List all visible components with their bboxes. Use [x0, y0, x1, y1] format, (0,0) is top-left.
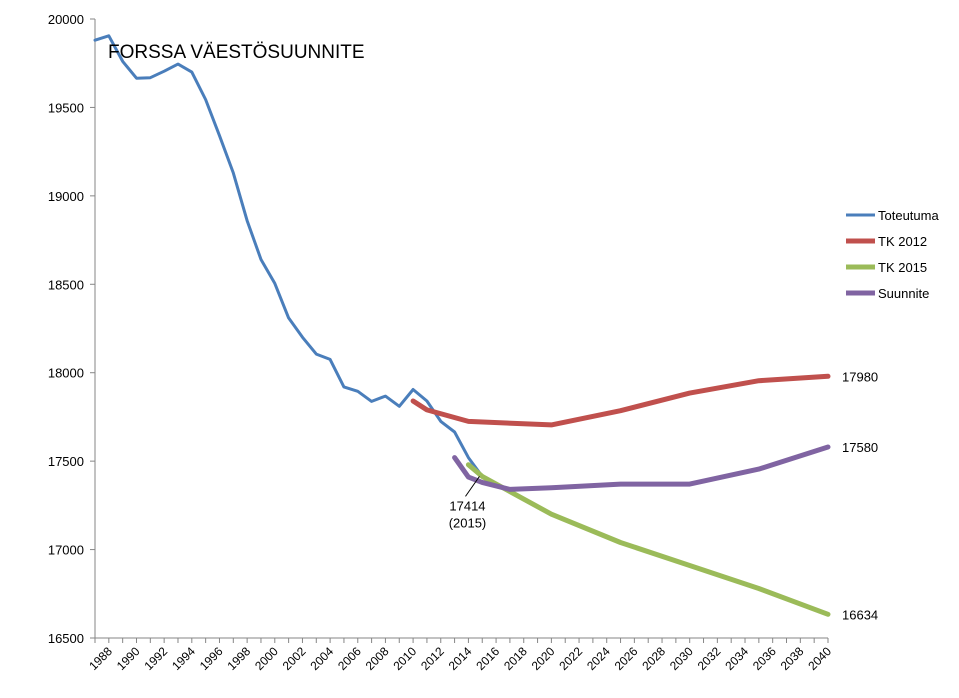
y-tick-label: 20000 [48, 12, 84, 27]
x-tick-label: 2000 [252, 644, 281, 673]
x-tick-label: 2032 [695, 644, 724, 673]
x-tick-label: 2022 [556, 644, 585, 673]
y-tick-label: 17500 [48, 454, 84, 469]
y-tick-label: 18000 [48, 366, 84, 381]
x-tick-label: 2024 [584, 644, 613, 673]
y-tick-label: 17000 [48, 543, 84, 558]
x-tick-label: 2026 [612, 644, 641, 673]
x-tick-label: 2006 [335, 644, 364, 673]
end-value-label: 17580 [842, 440, 878, 455]
legend-label: TK 2015 [878, 260, 927, 275]
annotation-leader-line [465, 476, 480, 497]
x-tick-label: 2038 [778, 644, 807, 673]
series-line-suunnite [452, 444, 831, 492]
series-line-tk-2012 [410, 373, 831, 428]
x-tick-label: 1994 [169, 644, 198, 673]
end-labels: 17980 17580 16634 [842, 369, 878, 622]
x-tick-label: 2016 [473, 644, 502, 673]
chart-axes [94, 19, 828, 639]
x-tick-label: 2030 [667, 644, 696, 673]
end-value-label: 16634 [842, 607, 878, 622]
x-tick-label: 1990 [114, 644, 143, 673]
legend-label: Suunnite [878, 286, 929, 301]
series-line-tk-2015 [465, 462, 831, 617]
series-line-toteutuma [93, 34, 484, 478]
y-tick-label: 16500 [48, 631, 84, 646]
annotation-value: 17414 [449, 498, 485, 513]
legend-label: TK 2012 [878, 234, 927, 249]
x-tick-label: 2040 [805, 644, 834, 673]
series-lines [93, 34, 831, 617]
x-tick-label: 2034 [722, 644, 751, 673]
end-value-label: 17980 [842, 369, 878, 384]
annotation: 17414 (2015) [449, 476, 487, 530]
legend-label: Toteutuma [878, 208, 939, 223]
x-tick-label: 1988 [86, 644, 115, 673]
x-tick-label: 1992 [141, 644, 170, 673]
x-tick-label: 2012 [418, 644, 447, 673]
annotation-year: (2015) [449, 515, 487, 530]
x-tick-label: 2014 [446, 644, 475, 673]
x-tick-label: 2020 [529, 644, 558, 673]
x-tick-label: 1996 [197, 644, 226, 673]
y-tick-label: 18500 [48, 277, 84, 292]
x-tick-label: 2018 [501, 644, 530, 673]
x-tick-label: 2028 [639, 644, 668, 673]
legend: Toteutuma TK 2012 TK 2015 Suunnite [846, 208, 939, 301]
y-tick-label: 19000 [48, 189, 84, 204]
x-tick-label: 2010 [390, 644, 419, 673]
x-tick-label: 2036 [750, 644, 779, 673]
x-tick-label: 2004 [307, 644, 336, 673]
y-tick-labels: 16500 17000 17500 18000 18500 19000 19500 20000 [48, 12, 95, 646]
x-tick-label: 2008 [363, 644, 392, 673]
x-tick-label: 1998 [224, 644, 253, 673]
x-tick-label: 2002 [280, 644, 309, 673]
x-tick-labels: 1988199019921994199619982000200220042006… [86, 638, 834, 673]
y-tick-label: 19500 [48, 100, 84, 115]
chart-title: FORSSA VÄESTÖSUUNNITE [108, 42, 365, 63]
